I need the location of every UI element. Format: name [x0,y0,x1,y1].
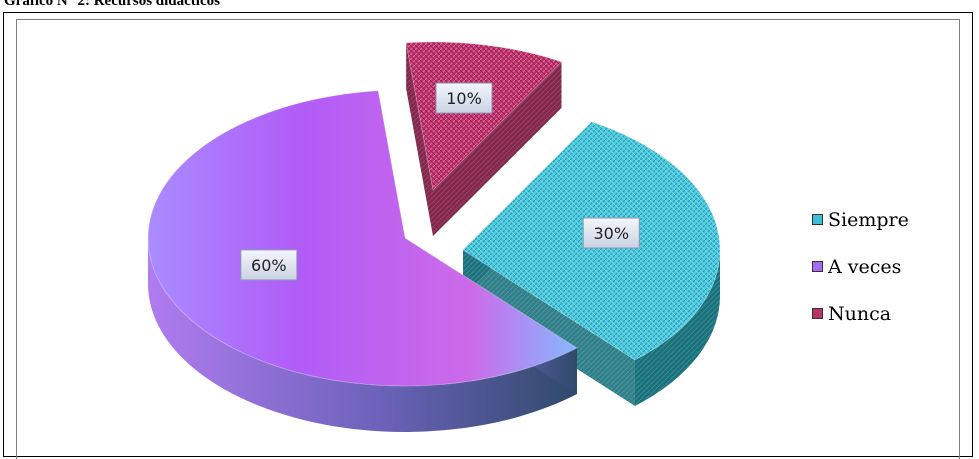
chart-inner-frame [16,19,960,459]
legend-label-siempre: Siempre [828,208,909,231]
pie-slice-a-veces [147,90,578,432]
chart-caption: Gráfico N° 2: Recursos didácticos [4,0,220,9]
data-label-a-veces: 60% [240,249,298,281]
legend-label-a-veces: A veces [828,255,902,278]
data-label-siempre: 30% [582,217,640,249]
legend-swatch-a-veces [812,261,823,272]
chart-legend: Siempre A veces Nunca [812,196,909,337]
legend-swatch-siempre [812,214,823,225]
legend-item-a-veces: A veces [812,243,909,290]
legend-label-nunca: Nunca [828,302,892,325]
svg-text:60%: 60% [251,256,287,275]
legend-item-nunca: Nunca [812,290,909,337]
svg-text:30%: 30% [593,224,629,243]
svg-text:10%: 10% [446,89,482,108]
legend-swatch-nunca [812,308,823,319]
legend-item-siempre: Siempre [812,196,909,243]
data-label-nunca: 10% [435,82,493,114]
pie-slice-nunca [405,41,563,236]
